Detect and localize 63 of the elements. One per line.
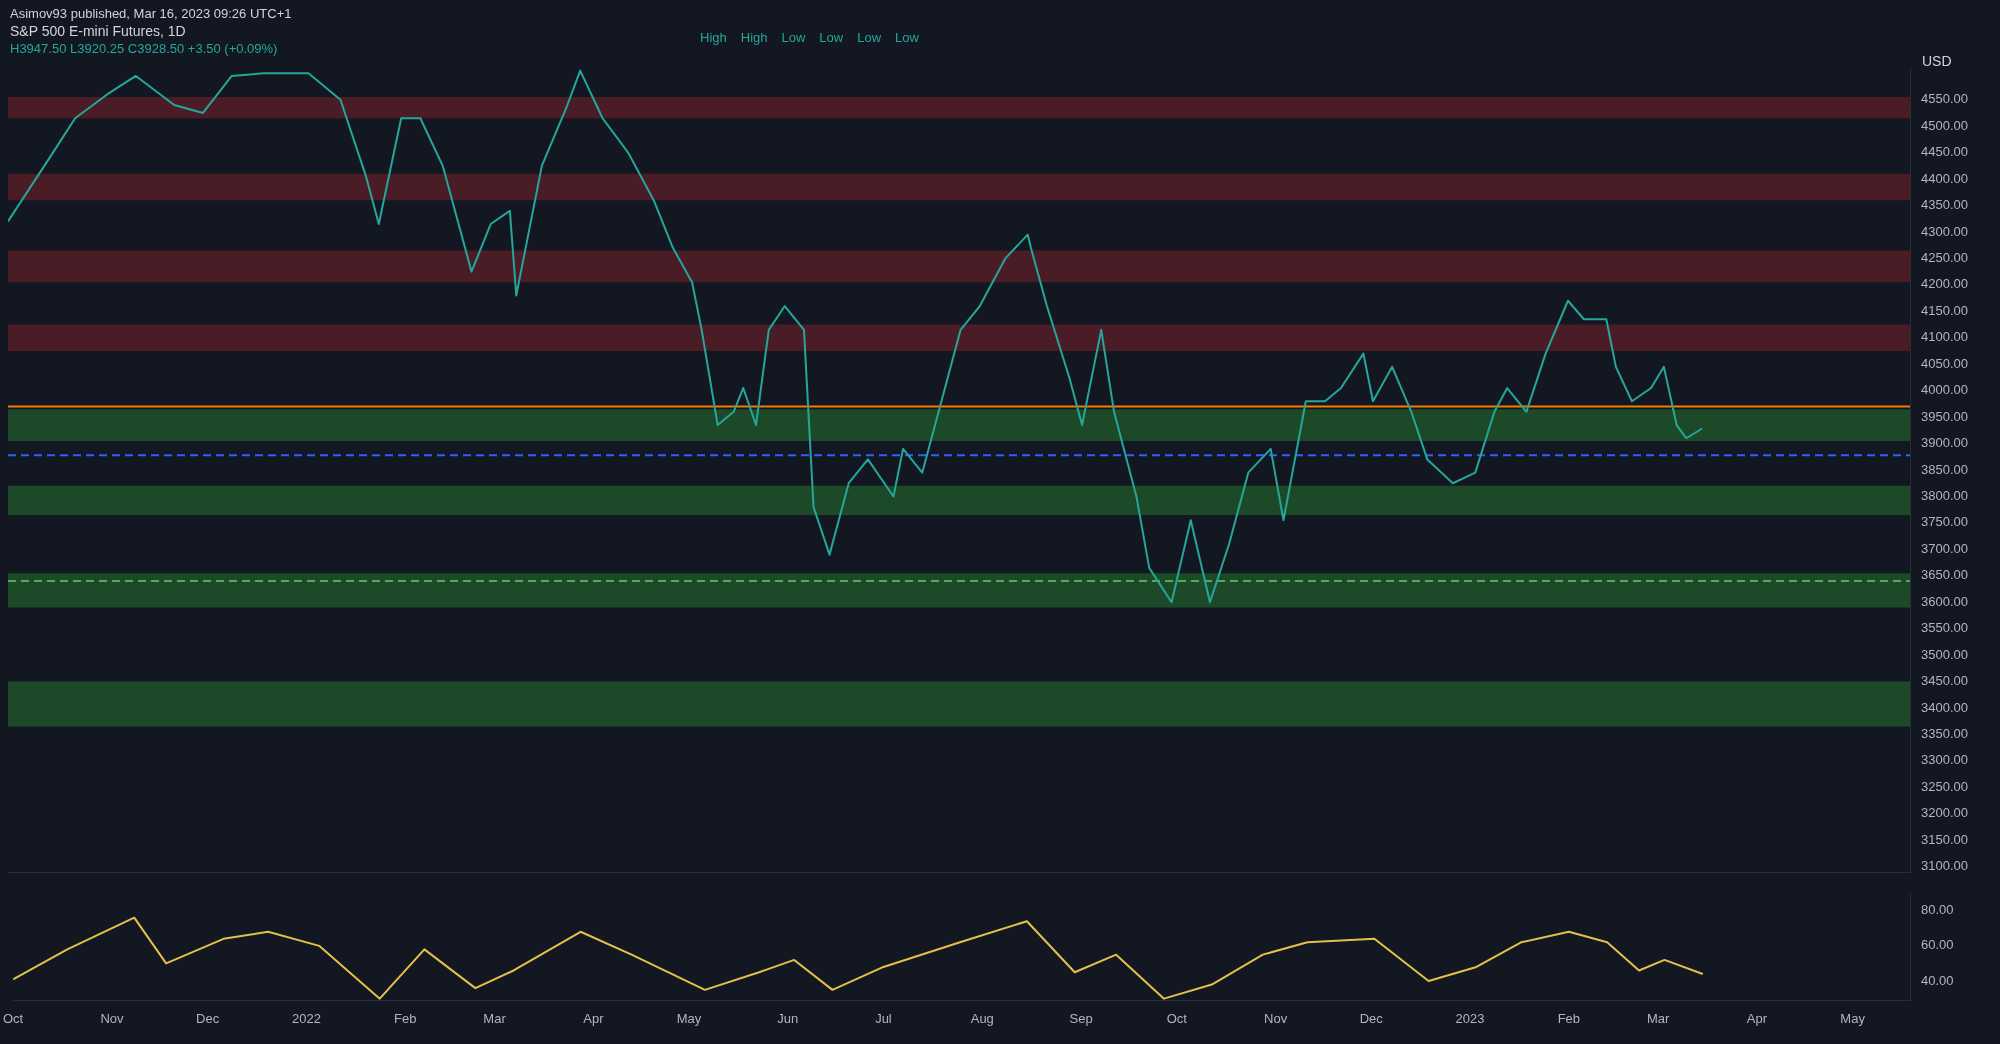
y-tick-label: 60.00: [1921, 937, 1954, 953]
x-tick-label: Apr: [583, 1010, 605, 1026]
y-tick-label: 3350.00: [1921, 726, 1968, 742]
x-tick-label: Feb: [1557, 1010, 1581, 1026]
x-tick-label: May: [676, 1010, 702, 1026]
y-tick-label: 3300.00: [1921, 752, 1968, 768]
x-tick-label: Dec: [1359, 1010, 1384, 1026]
x-tick-label: Jun: [777, 1010, 799, 1026]
y-tick-label: 3900.00: [1921, 435, 1968, 451]
text: High: [740, 30, 768, 45]
x-tick-label: Oct: [1166, 1010, 1188, 1026]
y-tick-label: 3500.00: [1921, 646, 1968, 662]
x-tick-label: Jul: [875, 1010, 892, 1026]
y-tick-label: 4000.00: [1921, 382, 1968, 398]
y-tick-label: 4500.00: [1921, 117, 1968, 133]
chart-subtitle: H3947.50 L3920.25 C3928.50 +3.50 (+0.09%): [10, 41, 278, 56]
x-tick-label: Mar: [483, 1010, 507, 1026]
y-axis-title: USD: [1922, 52, 1952, 69]
y-tick-label: 3100.00: [1921, 858, 1968, 874]
y-tick-label: 4300.00: [1921, 223, 1968, 239]
x-tick-label: Mar: [1646, 1010, 1671, 1026]
y-tick-label: 4200.00: [1921, 276, 1968, 292]
y-tick-label: 4550.00: [1921, 91, 1968, 107]
x-tick-label: Sep: [1069, 1010, 1093, 1026]
y-tick-label: 3800.00: [1921, 488, 1968, 504]
x-tick-label: May: [1840, 1010, 1866, 1026]
text: High: [700, 30, 727, 45]
text: Low: [857, 30, 882, 45]
y-tick-label: 3650.00: [1921, 567, 1968, 583]
y-tick-label: 4450.00: [1921, 144, 1968, 160]
y-tick-label: 40.00: [1921, 972, 1954, 988]
x-tick-label: Oct: [2, 1010, 24, 1026]
x-tick-label: 2023: [1455, 1010, 1485, 1026]
y-tick-label: 3600.00: [1921, 593, 1968, 609]
y-tick-label: 3450.00: [1921, 673, 1968, 689]
x-tick-label: 2022: [291, 1010, 321, 1026]
x-tick-label: Nov: [1264, 1010, 1288, 1026]
y-tick-label: 4350.00: [1921, 197, 1968, 213]
y-tick-label: 80.00: [1921, 902, 1954, 918]
text: Low: [781, 30, 806, 45]
y-tick-label: 3550.00: [1921, 620, 1968, 636]
y-tick-label: 3750.00: [1921, 514, 1968, 530]
y-tick-label: 4400.00: [1921, 170, 1968, 186]
y-tick-label: 3250.00: [1921, 778, 1968, 794]
x-tick-label: Aug: [970, 1010, 994, 1026]
y-tick-label: 3150.00: [1921, 831, 1968, 847]
x-tick-label: Dec: [196, 1010, 220, 1026]
y-tick-label: 3400.00: [1921, 699, 1968, 715]
y-tick-label: 3950.00: [1921, 408, 1968, 424]
x-tick-label: Nov: [100, 1010, 124, 1026]
text: Low: [895, 30, 919, 45]
y-tick-label: 3850.00: [1921, 461, 1968, 477]
x-tick-label: Feb: [394, 1010, 417, 1026]
y-tick-label: 4050.00: [1921, 355, 1968, 371]
y-tick-label: 3200.00: [1921, 805, 1968, 821]
y-tick-label: 4150.00: [1921, 302, 1968, 318]
y-tick-label: 4100.00: [1921, 329, 1968, 345]
chart-title: S&P 500 E-mini Futures, 1D: [10, 23, 186, 39]
text: Low: [819, 30, 844, 45]
y-tick-label: 4250.00: [1921, 250, 1968, 265]
x-tick-label: Apr: [1746, 1010, 1768, 1026]
y-tick-label: 3700.00: [1921, 540, 1968, 556]
text: Asimov93 published, Mar 16, 2023 09:26 UTC+1: [10, 6, 293, 21]
